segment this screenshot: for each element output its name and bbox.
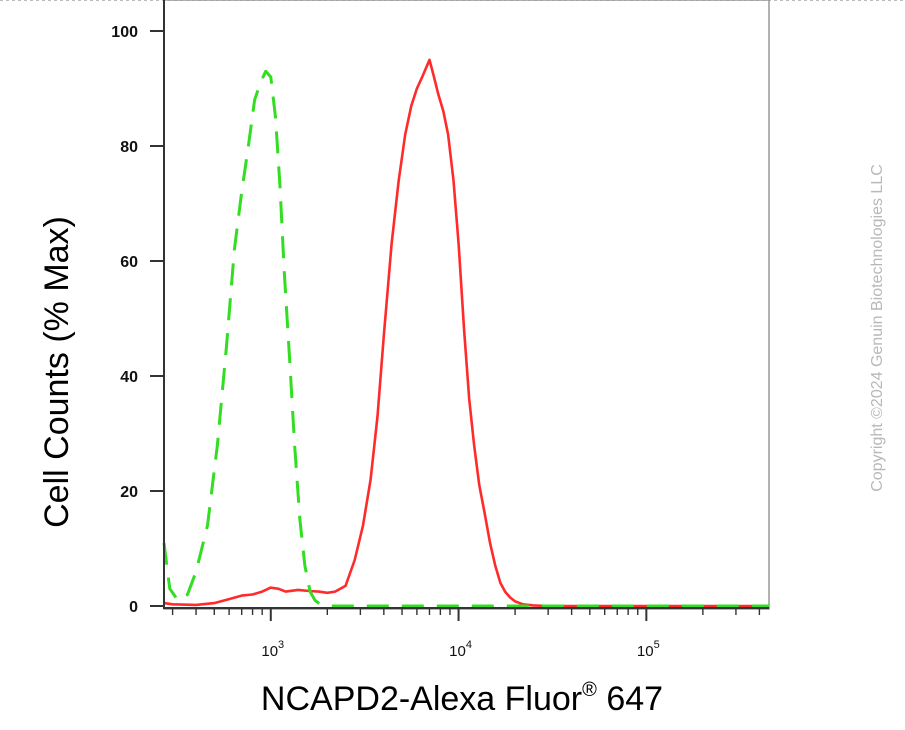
plot-frame xyxy=(163,0,770,610)
x-tick-exponent: 4 xyxy=(466,639,472,651)
stained-solid-series-line xyxy=(163,58,769,608)
copyright-watermark: Copyright ©2024 Genuin Biotechnologies L… xyxy=(869,164,886,492)
control-dashed-series-line xyxy=(162,69,769,608)
x-tick-base: 10 xyxy=(449,643,466,660)
y-tick-label-20: 20 xyxy=(120,484,138,501)
y-tick-label-100: 100 xyxy=(111,24,138,41)
y-tick-label-60: 60 xyxy=(120,254,138,271)
y-tick-label-0: 0 xyxy=(129,599,138,616)
x-tick-label-100000: 105 xyxy=(637,639,660,660)
x-tick-base: 10 xyxy=(261,643,278,660)
x-tick-exponent: 3 xyxy=(278,639,284,651)
x-axis-label: NCAPD2-Alexa Fluor® 647 xyxy=(261,679,663,718)
x-tick-base: 10 xyxy=(637,643,654,660)
x-tick-label-10000: 104 xyxy=(449,639,472,660)
x-tick-label-1000: 103 xyxy=(261,639,284,660)
series-layer xyxy=(162,58,769,608)
y-tick-label-40: 40 xyxy=(120,369,138,386)
y-tick-label-80: 80 xyxy=(120,139,138,156)
x-axis-label-registered: ® xyxy=(582,679,597,701)
y-axis-ticks: 0 20 40 60 80 100 xyxy=(111,24,164,616)
x-axis-ticks: 103 104 105 xyxy=(171,608,761,660)
y-axis-label: Cell Counts (% Max) xyxy=(38,216,76,528)
x-tick-exponent: 5 xyxy=(654,639,660,651)
x-axis-label-end: 647 xyxy=(597,680,663,718)
x-axis-label-main: NCAPD2-Alexa Fluor xyxy=(261,680,582,718)
